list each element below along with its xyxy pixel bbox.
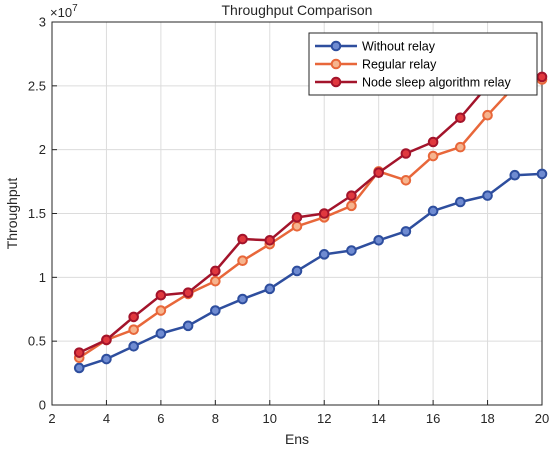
x-tick-label: 20 xyxy=(535,411,549,426)
data-point xyxy=(373,167,384,178)
y-tick-label: 3 xyxy=(39,15,46,30)
legend-item: Node sleep algorithm relay xyxy=(315,76,511,90)
data-point xyxy=(155,289,167,301)
legend-swatch-marker xyxy=(330,40,342,52)
data-point xyxy=(400,175,412,186)
data-point xyxy=(264,283,276,295)
data-point xyxy=(509,169,521,181)
data-point xyxy=(237,233,248,245)
data-point xyxy=(346,200,357,212)
data-point xyxy=(73,347,85,358)
data-point xyxy=(536,71,548,83)
y-tick-label: 1 xyxy=(39,270,46,285)
legend: Without relay Regular relay Node sleep alg… xyxy=(308,32,538,96)
x-tick-label: 12 xyxy=(317,411,331,426)
data-point xyxy=(482,109,493,121)
y-exponent-power: 7 xyxy=(72,3,78,14)
data-point xyxy=(346,190,357,201)
x-tick-label: 10 xyxy=(263,411,277,426)
data-point xyxy=(346,245,357,256)
data-point xyxy=(318,208,330,219)
data-point xyxy=(101,334,112,346)
data-point xyxy=(101,353,112,365)
x-tick-label: 18 xyxy=(480,411,494,426)
legend-swatch-marker xyxy=(330,76,342,88)
series-line xyxy=(78,75,543,354)
data-point xyxy=(455,112,466,124)
series-node-sleep-algorithm-relay xyxy=(73,71,548,358)
x-tick-label: 8 xyxy=(212,411,219,426)
data-point xyxy=(182,320,194,332)
x-tick-label: 4 xyxy=(103,411,110,426)
y-axis-exponent: ×107 xyxy=(50,3,78,20)
data-point xyxy=(373,235,384,246)
legend-label: Node sleep algorithm relay xyxy=(362,76,511,90)
chart-title: Throughput Comparison xyxy=(222,2,373,18)
data-point xyxy=(427,136,439,148)
y-tick-label: 0.5 xyxy=(28,334,46,349)
legend-label: Regular relay xyxy=(362,58,437,72)
x-tick-label: 16 xyxy=(426,411,440,426)
data-point xyxy=(237,255,248,267)
x-tick-label: 2 xyxy=(48,411,55,426)
data-point xyxy=(482,190,493,201)
data-point xyxy=(455,141,466,153)
legend-item: Regular relay xyxy=(315,58,437,72)
legend-item: Without relay xyxy=(315,40,436,54)
data-point xyxy=(291,265,303,277)
data-point xyxy=(291,220,303,232)
series-line xyxy=(78,78,543,359)
x-tick-label: 6 xyxy=(157,411,164,426)
data-point xyxy=(427,150,439,162)
series-group xyxy=(73,71,548,374)
legend-swatch-marker xyxy=(330,58,342,70)
data-point xyxy=(264,235,276,246)
y-tick-label: 2.5 xyxy=(28,78,46,93)
x-tick-label: 14 xyxy=(371,411,385,426)
legend-label: Without relay xyxy=(362,40,436,54)
data-point xyxy=(237,293,248,305)
data-point xyxy=(128,311,139,323)
series-regular-relay xyxy=(73,74,548,364)
series-without-relay xyxy=(73,168,548,374)
data-point xyxy=(400,226,412,237)
data-point xyxy=(455,196,466,208)
data-point xyxy=(427,205,439,217)
data-point xyxy=(400,148,412,159)
data-point xyxy=(291,212,303,223)
y-tick-label: 1.5 xyxy=(28,206,46,221)
data-point xyxy=(128,340,139,352)
data-point xyxy=(155,305,167,316)
axis-ticks: 2 4 6 8 10 12 14 16 18 20 0 0.5 1 1.5 2 2.5 3 xyxy=(28,15,549,427)
y-axis-label: Throughput xyxy=(4,178,20,250)
data-point xyxy=(318,249,330,260)
data-point xyxy=(210,265,221,277)
data-point xyxy=(182,287,194,298)
data-point xyxy=(210,305,221,316)
data-point xyxy=(210,275,221,287)
series-line xyxy=(78,172,543,370)
data-point xyxy=(155,328,167,339)
data-point xyxy=(73,362,85,374)
data-point xyxy=(536,168,548,180)
data-point xyxy=(128,324,139,335)
y-tick-label: 0 xyxy=(39,398,46,413)
x-axis-label: Ens xyxy=(285,431,309,447)
y-exponent-base: ×10 xyxy=(50,5,72,20)
y-tick-label: 2 xyxy=(39,142,46,157)
